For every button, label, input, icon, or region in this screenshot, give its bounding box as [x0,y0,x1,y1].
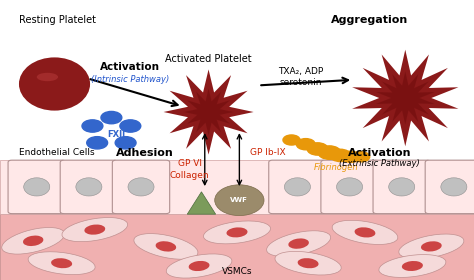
Ellipse shape [288,239,309,249]
Ellipse shape [189,261,210,271]
Ellipse shape [134,234,198,259]
FancyBboxPatch shape [425,160,474,214]
Circle shape [120,120,141,132]
Ellipse shape [266,231,331,256]
Ellipse shape [399,234,464,259]
FancyBboxPatch shape [373,160,430,214]
Circle shape [82,120,103,132]
Circle shape [341,151,360,162]
Ellipse shape [19,57,90,111]
Ellipse shape [2,228,64,254]
Ellipse shape [166,254,232,278]
Ellipse shape [421,241,442,251]
Circle shape [283,135,300,145]
Polygon shape [352,50,458,146]
Polygon shape [376,71,435,125]
Circle shape [296,139,315,150]
FancyBboxPatch shape [0,160,474,214]
Text: TXA₂, ADP: TXA₂, ADP [278,67,324,76]
Text: Resting Platelet: Resting Platelet [19,15,96,25]
Polygon shape [187,192,216,214]
Ellipse shape [84,225,105,235]
Text: GP Ib-IX: GP Ib-IX [250,148,286,157]
Circle shape [87,137,108,149]
Text: Endothelial Cells: Endothelial Cells [19,148,95,157]
Ellipse shape [23,235,43,246]
Text: FXII: FXII [107,130,125,139]
Ellipse shape [227,227,247,237]
Ellipse shape [51,258,72,268]
Ellipse shape [62,218,128,242]
Ellipse shape [337,178,363,196]
Ellipse shape [275,251,341,275]
Polygon shape [190,207,213,214]
FancyBboxPatch shape [60,160,118,214]
Ellipse shape [284,178,310,196]
Ellipse shape [379,255,446,277]
Ellipse shape [332,220,398,244]
Text: Activation: Activation [347,148,411,158]
Circle shape [330,149,351,162]
Ellipse shape [155,241,176,251]
Text: Activated Platelet: Activated Platelet [165,54,252,64]
Text: Fibrinogen: Fibrinogen [314,164,359,172]
Text: VWF: VWF [230,197,248,203]
Circle shape [353,152,370,162]
Ellipse shape [37,73,58,81]
Polygon shape [184,88,233,136]
Text: VSMCs: VSMCs [222,267,252,276]
Circle shape [307,143,328,155]
Circle shape [115,137,136,149]
Ellipse shape [402,261,423,271]
Circle shape [101,111,122,124]
Ellipse shape [28,252,95,275]
Text: Adhesion: Adhesion [116,148,173,158]
Text: Collagen: Collagen [170,171,210,179]
Ellipse shape [355,227,375,237]
Text: GP VI: GP VI [178,159,201,168]
Ellipse shape [389,178,415,196]
FancyBboxPatch shape [0,214,474,280]
Circle shape [318,146,341,159]
FancyBboxPatch shape [269,160,326,214]
Ellipse shape [24,178,50,196]
Polygon shape [164,69,254,155]
Text: (Extrinsic Pathway): (Extrinsic Pathway) [339,159,419,168]
Ellipse shape [203,221,271,244]
Ellipse shape [441,178,467,196]
FancyBboxPatch shape [321,160,378,214]
Ellipse shape [128,178,154,196]
Ellipse shape [298,258,319,268]
FancyBboxPatch shape [112,160,170,214]
Text: Activation: Activation [100,62,160,72]
Text: serotonin: serotonin [280,78,322,87]
Text: (Intrinsic Pathway): (Intrinsic Pathway) [91,75,170,84]
Text: Aggregation: Aggregation [331,15,408,25]
FancyBboxPatch shape [8,160,65,214]
Ellipse shape [215,185,264,216]
Ellipse shape [76,178,102,196]
